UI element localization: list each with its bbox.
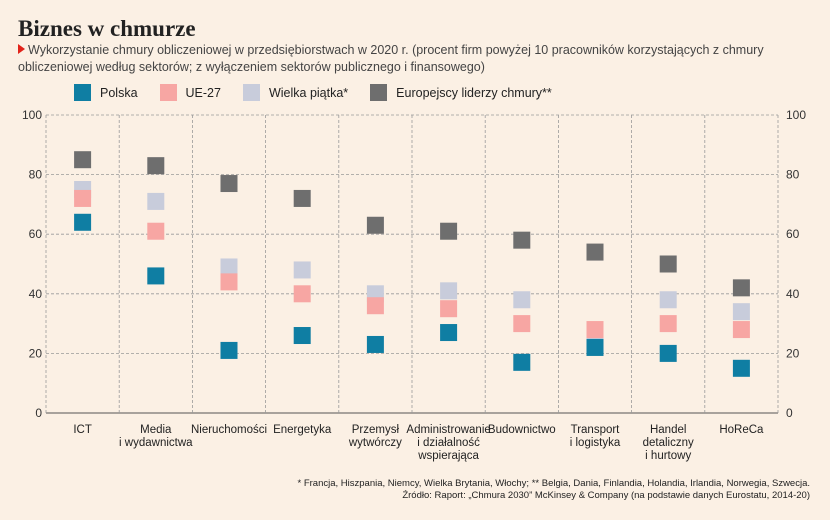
y-tick-label-right: 80 bbox=[786, 168, 800, 182]
marker-ue-27 bbox=[513, 315, 531, 333]
marker-ue-27 bbox=[293, 285, 311, 303]
marker-ue-27 bbox=[659, 315, 677, 333]
x-category-label: Energetyka bbox=[273, 424, 332, 436]
marker-wielka-pi-tka- bbox=[513, 291, 531, 309]
x-category-label: Transport i logistyka bbox=[570, 424, 621, 449]
x-category-label: Administrowanie i działalność wspierająca bbox=[406, 424, 490, 462]
x-category-label: Handel detaliczny i hurtowy bbox=[643, 424, 694, 462]
marker-europejscy-liderzy-chmury- bbox=[440, 222, 458, 240]
y-tick-label-right: 20 bbox=[786, 346, 800, 360]
y-tick-label-right: 100 bbox=[786, 108, 806, 122]
marker-europejscy-liderzy-chmury- bbox=[732, 279, 750, 297]
y-tick-label-right: 40 bbox=[786, 287, 800, 301]
marker-wielka-pi-tka- bbox=[732, 303, 750, 321]
y-tick-label-left: 80 bbox=[29, 168, 43, 182]
marker-europejscy-liderzy-chmury- bbox=[659, 255, 677, 273]
subtitle-text: Wykorzystanie chmury obliczeniowej w prz… bbox=[18, 43, 764, 74]
legend-item-wielka-piatka: Wielka piątka* bbox=[242, 84, 349, 101]
legend-item-liderzy: Europejscy liderzy chmury** bbox=[370, 84, 552, 101]
chart-title: Biznes w chmurze bbox=[18, 16, 196, 41]
y-tick-label-left: 0 bbox=[35, 406, 42, 420]
marker-europejscy-liderzy-chmury- bbox=[366, 216, 384, 234]
y-tick-label-left: 100 bbox=[22, 108, 42, 122]
marker-europejscy-liderzy-chmury- bbox=[74, 151, 92, 169]
y-tick-label-right: 0 bbox=[786, 406, 793, 420]
x-category-label: Media i wydawnictwa bbox=[119, 424, 193, 449]
marker-ue-27 bbox=[220, 273, 238, 291]
legend-label: Wielka piątka* bbox=[268, 85, 349, 100]
marker-polska bbox=[293, 327, 311, 345]
footnote: * Francja, Hiszpania, Niemcy, Wielka Bry… bbox=[297, 478, 810, 502]
legend-label: UE-27 bbox=[185, 85, 221, 100]
legend-label: Europejscy liderzy chmury** bbox=[396, 85, 552, 100]
marker-wielka-pi-tka- bbox=[147, 192, 165, 210]
legend-swatch bbox=[242, 84, 260, 101]
y-tick-label-left: 60 bbox=[29, 227, 43, 241]
chart-subtitle: Wykorzystanie chmury obliczeniowej w prz… bbox=[18, 42, 818, 76]
marker-polska bbox=[732, 359, 750, 377]
marker-ue-27 bbox=[366, 297, 384, 315]
marker-ue-27 bbox=[586, 321, 604, 339]
footnote-source: Źródło: Raport: „Chmura 2030” McKinsey &… bbox=[402, 490, 810, 501]
marker-polska bbox=[513, 353, 531, 371]
marker-ue-27 bbox=[440, 300, 458, 318]
legend-swatch bbox=[74, 84, 91, 101]
x-category-label: Nieruchomości bbox=[191, 424, 267, 436]
marker-europejscy-liderzy-chmury- bbox=[220, 175, 238, 193]
x-category-label: ICT bbox=[73, 424, 92, 436]
x-category-label: HoReCa bbox=[719, 424, 764, 436]
marker-wielka-pi-tka- bbox=[659, 291, 677, 309]
marker-europejscy-liderzy-chmury- bbox=[513, 231, 531, 249]
marker-wielka-pi-tka- bbox=[440, 282, 458, 300]
marker-europejscy-liderzy-chmury- bbox=[586, 243, 604, 261]
y-tick-label-left: 20 bbox=[29, 346, 43, 360]
footnote-definitions: * Francja, Hiszpania, Niemcy, Wielka Bry… bbox=[297, 478, 810, 489]
marker-ue-27 bbox=[147, 222, 165, 240]
y-tick-label-right: 60 bbox=[786, 227, 800, 241]
y-tick-label-left: 40 bbox=[29, 287, 43, 301]
x-category-label: Budownictwo bbox=[488, 424, 556, 436]
marker-polska bbox=[220, 341, 238, 359]
marker-polska bbox=[147, 267, 165, 285]
legend: Polska UE-27 Wielka piątka* Europejscy l… bbox=[74, 84, 574, 101]
marker-ue-27 bbox=[732, 321, 750, 339]
marker-polska bbox=[659, 344, 677, 362]
marker-polska bbox=[74, 213, 92, 231]
legend-item-polska: Polska bbox=[74, 84, 138, 101]
marker-polska bbox=[440, 324, 458, 342]
legend-swatch bbox=[370, 84, 388, 101]
red-triangle-icon bbox=[18, 44, 25, 54]
legend-swatch bbox=[159, 84, 177, 101]
x-category-label: Przemysł wytwórczy bbox=[348, 424, 402, 449]
marker-wielka-pi-tka- bbox=[220, 258, 238, 276]
marker-europejscy-liderzy-chmury- bbox=[147, 157, 165, 175]
legend-item-ue27: UE-27 bbox=[159, 84, 221, 101]
legend-label: Polska bbox=[100, 85, 138, 100]
marker-polska bbox=[366, 335, 384, 353]
marker-wielka-pi-tka- bbox=[293, 261, 311, 279]
marker-polska bbox=[586, 338, 604, 356]
marker-europejscy-liderzy-chmury- bbox=[293, 189, 311, 207]
marker-ue-27 bbox=[74, 189, 92, 207]
